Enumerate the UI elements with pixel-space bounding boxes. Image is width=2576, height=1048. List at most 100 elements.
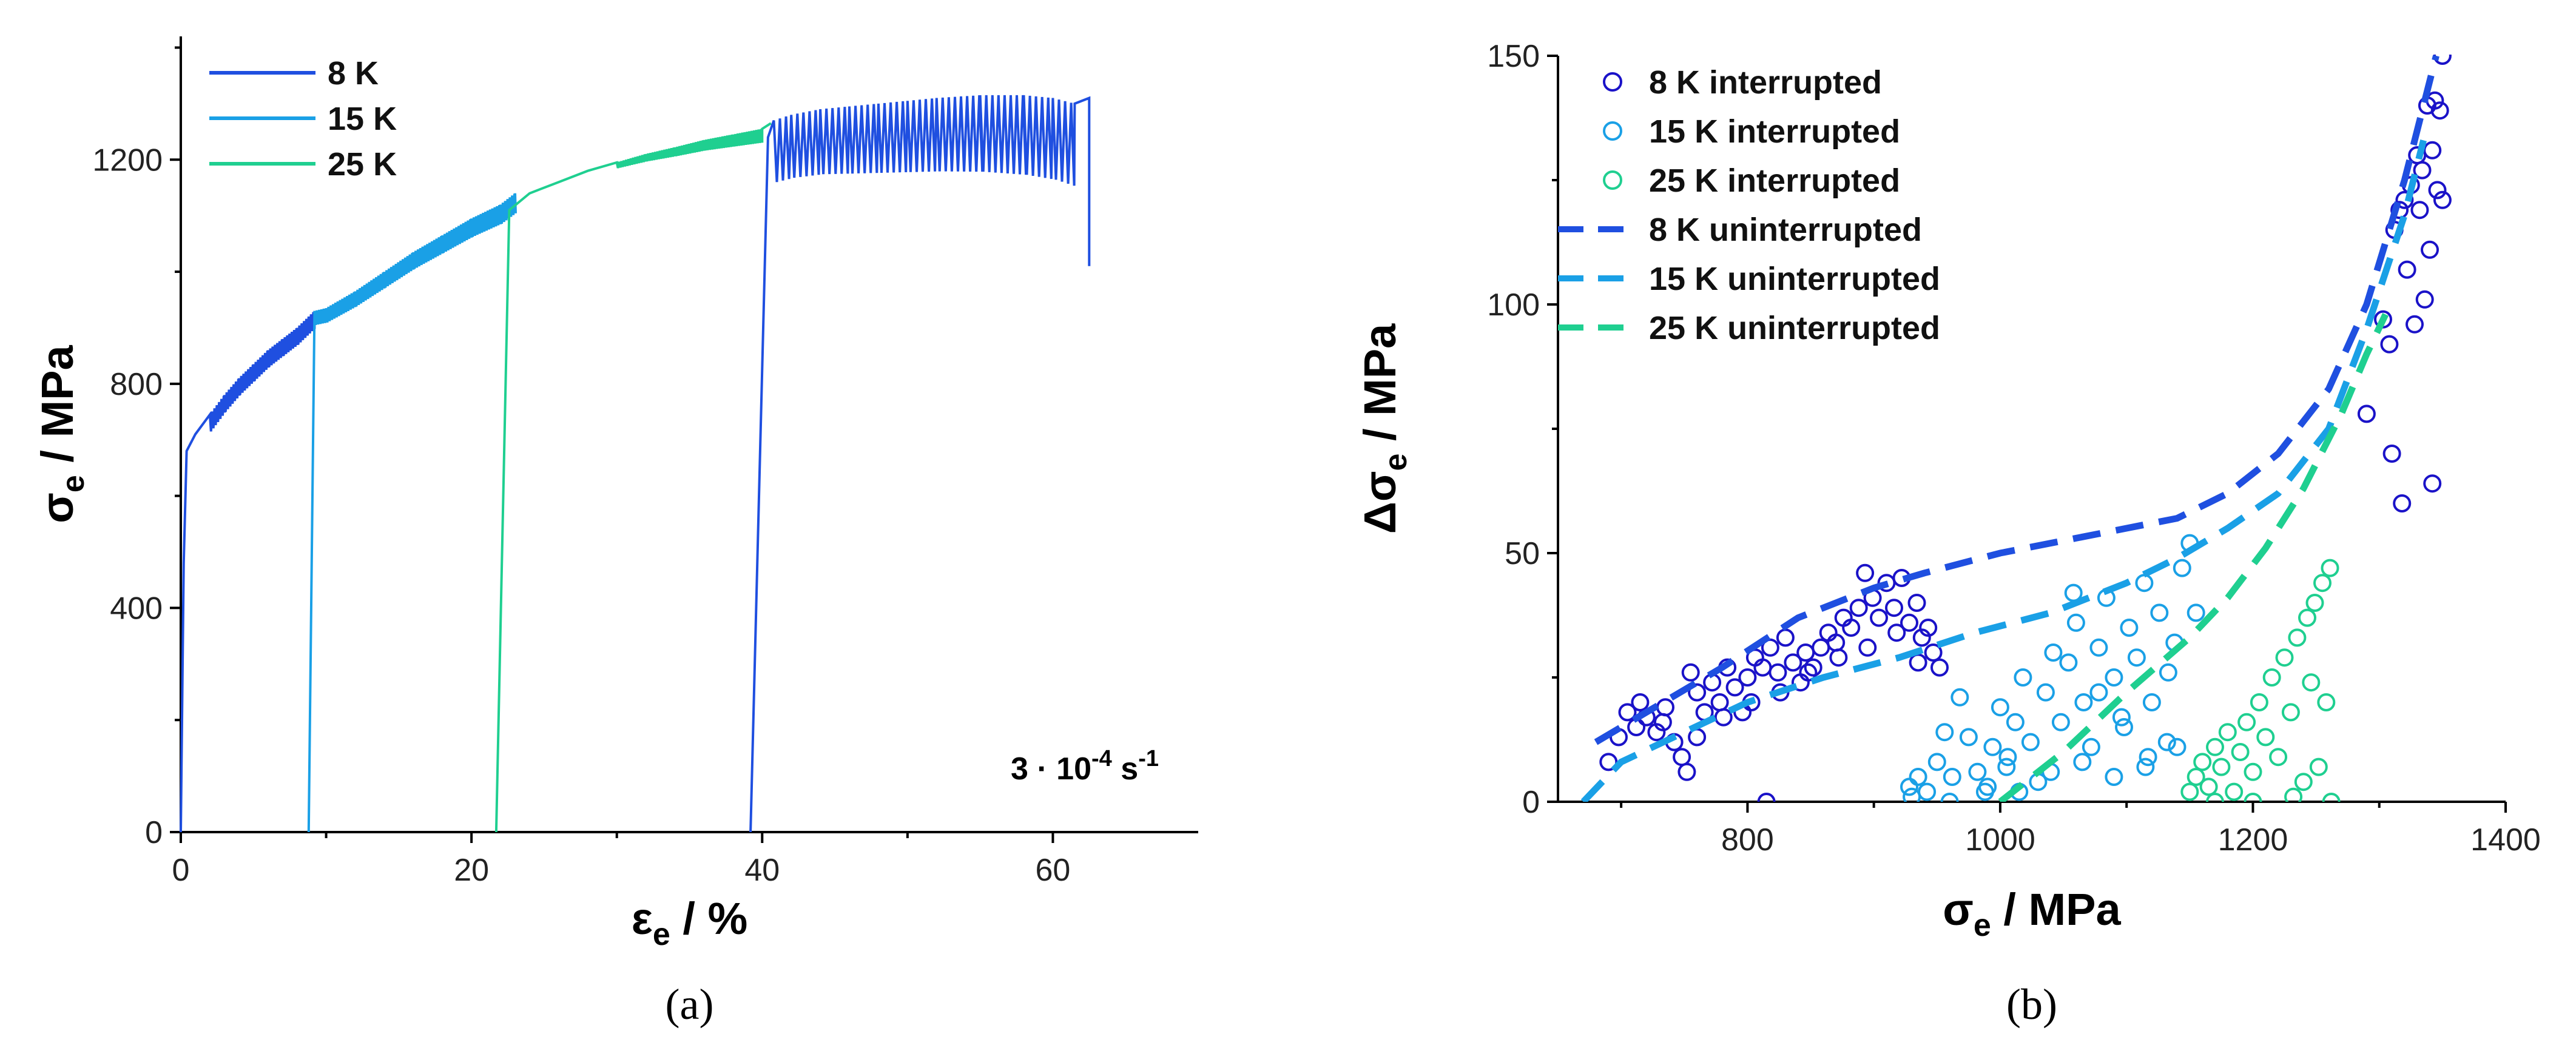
b-scatter-point (2298, 608, 2316, 627)
b-scatter-point (2105, 668, 2123, 687)
b-legend-marker (1603, 121, 1622, 141)
a-caption: (a) (666, 980, 714, 1029)
b-scatter-point (2206, 737, 2224, 756)
b-scatter-point (1907, 594, 1926, 612)
b-y-tick-label: 50 (1505, 536, 1540, 571)
b-scatter-point (1887, 623, 1906, 642)
b-scatter-point (1757, 793, 1776, 802)
b-scatter-point (1927, 753, 1946, 771)
a-series-line-25k (494, 122, 772, 833)
b-scatter-point (1885, 599, 1903, 617)
b-scatter-point (1978, 778, 1997, 796)
b-scatter-point (1799, 663, 1818, 682)
b-scatter-point (1677, 762, 1696, 781)
panel-b: 800 1000 1200 1400 0 50 100 150 σe / MPa Δσe / MP… (1355, 39, 2541, 1029)
b-legend-label: 8 K uninterrupted (1649, 212, 1922, 248)
b-scatter-point (2390, 201, 2409, 220)
b-scatter-point (1940, 793, 1959, 802)
b-caption: (b) (2006, 980, 2057, 1029)
b-scatter-point (1991, 698, 2009, 717)
b-scatter-point (2421, 240, 2439, 259)
b-scatter-point (1858, 638, 1877, 657)
a-x-tick-label: 40 (744, 853, 780, 888)
b-scatter-point (2218, 723, 2237, 742)
b-scatter-point (2406, 315, 2424, 334)
b-scatter-point (1829, 648, 1848, 667)
b-scatter-point (2313, 574, 2332, 593)
b-scatter-point (2187, 768, 2205, 786)
b-y-axis-label: Δσe / MPa (1355, 323, 1414, 534)
b-scatter-point (2180, 782, 2199, 801)
a-legend-label: 8 K (328, 55, 379, 92)
b-scatter-point (1912, 628, 1931, 647)
b-scatter-point (2044, 643, 2063, 662)
b-scatter-point (2006, 713, 2025, 731)
a-y-tick-label: 1200 (92, 143, 163, 178)
b-scatter-point (1909, 768, 1927, 786)
b-scatter-point (2074, 693, 2093, 711)
b-scatter-point (2112, 708, 2131, 727)
b-scatter-point (2120, 619, 2139, 637)
a-series-line-15k (307, 193, 517, 833)
b-legend-label: 25 K uninterrupted (1649, 310, 1940, 346)
b-scatter-point (2294, 773, 2313, 791)
b-scatter-point (2322, 793, 2341, 802)
b-scatter-point (2231, 743, 2250, 761)
b-scatter-point (2433, 190, 2452, 209)
b-dashed-line-15-k-uninterrupted (1580, 139, 2427, 802)
b-scatter-point (1924, 643, 1943, 662)
b-scatter-point (2135, 574, 2154, 593)
b-scatter-point (2089, 638, 2108, 657)
a-x-axis-label: εe / % (632, 893, 748, 952)
b-scatter-point (1918, 782, 1937, 801)
b-scatter-point (2284, 787, 2303, 802)
b-scatter-point (1842, 619, 1861, 637)
b-scatter-point (1943, 768, 1961, 786)
b-scatter-point (2321, 559, 2339, 577)
b-scatter-point (2423, 141, 2442, 160)
b-scatter-point (1900, 778, 1918, 796)
a-x-tick-label: 60 (1036, 853, 1071, 888)
b-scatter-point (2250, 693, 2268, 711)
b-scatter-point (2357, 405, 2376, 423)
b-legend-marker (1603, 72, 1622, 92)
b-scatter-point (2059, 653, 2078, 672)
b-scatter-point (1714, 708, 1733, 727)
b-scatter-point (2395, 190, 2414, 209)
b-scatter-point (1959, 728, 1978, 747)
b-scatter-point (2115, 718, 2133, 736)
b-scatter-point (1776, 628, 1795, 647)
a-legend-label: 15 K (328, 101, 397, 137)
a-series-line-8k (180, 311, 316, 833)
b-scatter-point (1710, 693, 1729, 711)
b-scatter-point (1681, 663, 1700, 682)
b-scatter-point (1951, 688, 1969, 707)
b-scatter-point (2082, 737, 2100, 756)
a-y-tick-label: 0 (145, 815, 163, 850)
a-x-tick-label: 20 (454, 853, 489, 888)
b-scatter-point (2428, 181, 2447, 200)
a-x-tick-label: 0 (172, 853, 190, 888)
b-scatter-point (1919, 619, 1938, 637)
b-scatter-point (2262, 668, 2281, 687)
b-legend-label: 15 K interrupted (1649, 113, 1900, 150)
b-scatter-point (2433, 55, 2452, 65)
b-x-tick-label: 1200 (2218, 822, 2288, 858)
b-scatter-point (2288, 628, 2307, 647)
b-legend-label: 8 K interrupted (1649, 64, 1882, 101)
a-y-tick-label: 400 (110, 591, 163, 626)
b-scatter-point (2212, 757, 2231, 776)
b-scatter-point (1618, 703, 1637, 722)
b-scatter-point (2269, 748, 2288, 767)
b-scatter-point (2157, 733, 2176, 751)
b-scatter-point (2393, 494, 2412, 512)
a-series-line-8k (749, 95, 1091, 833)
b-legend-label: 25 K interrupted (1649, 163, 1900, 199)
b-scatter-point (1930, 658, 1949, 677)
b-scatter-point (2193, 753, 2212, 771)
b-scatter-point (2275, 648, 2294, 667)
b-scatter-point (2256, 728, 2275, 747)
b-scatter-point (2014, 668, 2032, 687)
b-scatter-point (2380, 335, 2399, 354)
